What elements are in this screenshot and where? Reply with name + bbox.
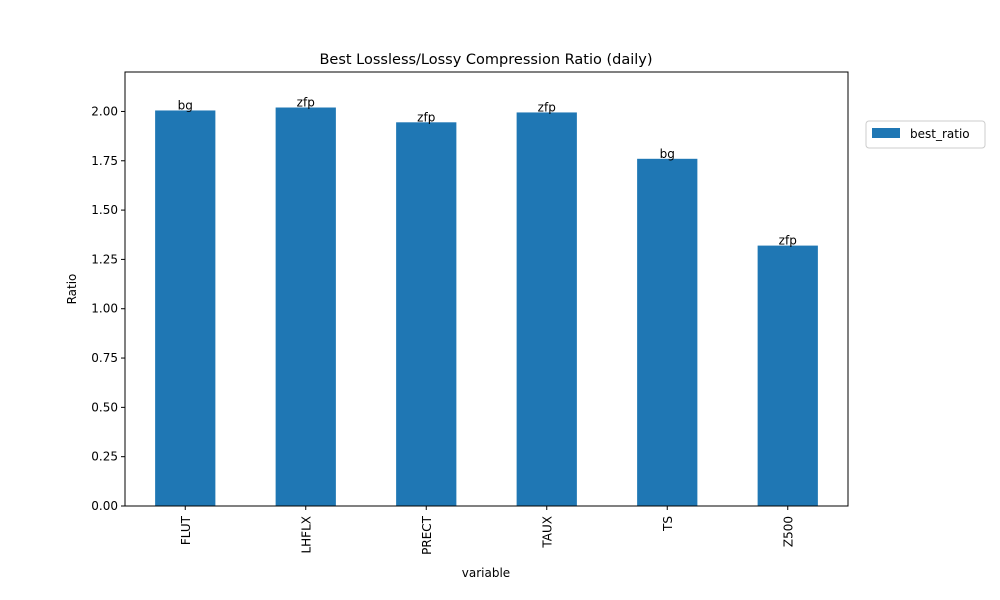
bar-lhflx bbox=[275, 107, 336, 506]
y-tick-label: 0.25 bbox=[91, 450, 118, 464]
bar-z500 bbox=[757, 245, 818, 506]
y-tick-label: 0.75 bbox=[91, 351, 118, 365]
x-tick-label-prect: PRECT bbox=[420, 515, 434, 555]
bar-annotation-prect: zfp bbox=[417, 110, 435, 124]
y-tick-label: 1.75 bbox=[91, 154, 118, 168]
bar-taux bbox=[516, 112, 577, 506]
y-tick-label: 1.00 bbox=[91, 302, 118, 316]
bar-ts bbox=[637, 158, 698, 507]
bar-annotation-z500: zfp bbox=[779, 234, 797, 248]
y-tick-label: 0.00 bbox=[91, 499, 118, 513]
x-tick-label-lhflx: LHFLX bbox=[299, 516, 313, 554]
bar-annotation-ts: bg bbox=[660, 147, 675, 161]
x-tick-label-taux: TAUX bbox=[540, 516, 554, 549]
y-axis-label: Ratio bbox=[65, 274, 79, 305]
y-tick-label: 1.50 bbox=[91, 203, 118, 217]
legend: best_ratio bbox=[865, 120, 986, 149]
y-tick-label: 2.00 bbox=[91, 104, 118, 118]
x-tick-label-ts: TS bbox=[661, 516, 675, 532]
y-tick-label: 1.25 bbox=[91, 252, 118, 266]
bar-annotation-taux: zfp bbox=[538, 100, 556, 114]
legend-frame bbox=[865, 120, 986, 149]
bar-prect bbox=[396, 122, 457, 507]
x-tick-label-z500: Z500 bbox=[781, 516, 795, 547]
plot-frame bbox=[124, 71, 849, 507]
bar-annotation-flut: bg bbox=[178, 98, 193, 112]
legend-entry-best-ratio: best_ratio bbox=[910, 127, 970, 141]
x-tick-label-flut: FLUT bbox=[179, 515, 193, 545]
bar-flut bbox=[155, 110, 216, 506]
chart-title: Best Lossless/Lossy Compression Ratio (d… bbox=[319, 52, 652, 68]
y-tick-label: 0.50 bbox=[91, 400, 118, 414]
x-axis-label: variable bbox=[462, 566, 510, 580]
legend-swatch bbox=[872, 128, 900, 138]
bar-annotation-lhflx: zfp bbox=[297, 96, 315, 110]
plot-area: 0.00 0.25 0.50 0.75 1.00 1.25 1.50 1.75 2.00 FLUT… bbox=[91, 71, 849, 555]
